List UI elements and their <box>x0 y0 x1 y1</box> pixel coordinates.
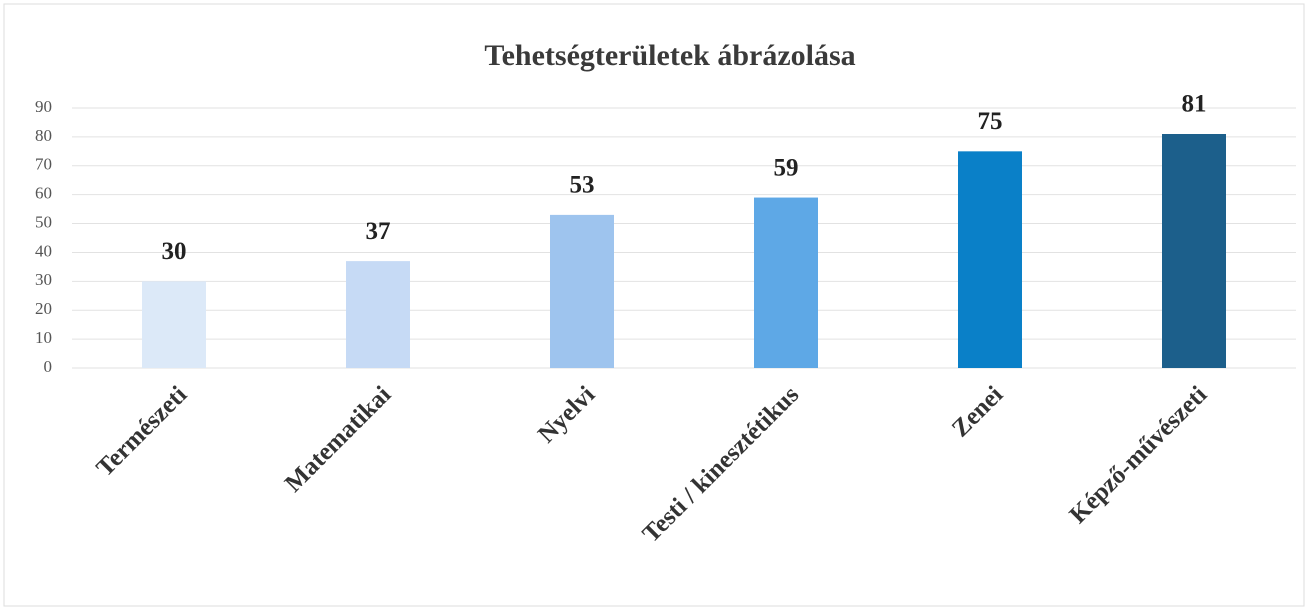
bar <box>550 214 614 368</box>
bar <box>346 261 410 368</box>
y-tick-label: 0 <box>44 357 53 376</box>
y-tick-label: 90 <box>35 97 52 116</box>
data-label: 30 <box>162 238 187 265</box>
chart-frame <box>3 3 1305 607</box>
bar <box>1162 134 1226 368</box>
y-tick-label: 80 <box>35 126 52 145</box>
data-label: 53 <box>570 172 595 199</box>
chart-title: Tehetségterületek ábrázolása <box>484 39 855 72</box>
data-label: 75 <box>978 108 1003 135</box>
y-tick-label: 10 <box>35 328 52 347</box>
y-tick-label: 50 <box>35 212 52 231</box>
bar <box>958 151 1022 368</box>
data-label: 59 <box>774 154 799 181</box>
data-label: 37 <box>366 218 391 245</box>
y-tick-label: 20 <box>35 299 52 318</box>
y-tick-label: 40 <box>35 241 52 260</box>
bar <box>142 281 206 368</box>
bar <box>754 197 818 368</box>
y-tick-label: 60 <box>35 184 52 203</box>
data-label: 81 <box>1182 91 1207 118</box>
y-tick-label: 30 <box>35 270 52 289</box>
y-tick-label: 70 <box>35 155 52 174</box>
